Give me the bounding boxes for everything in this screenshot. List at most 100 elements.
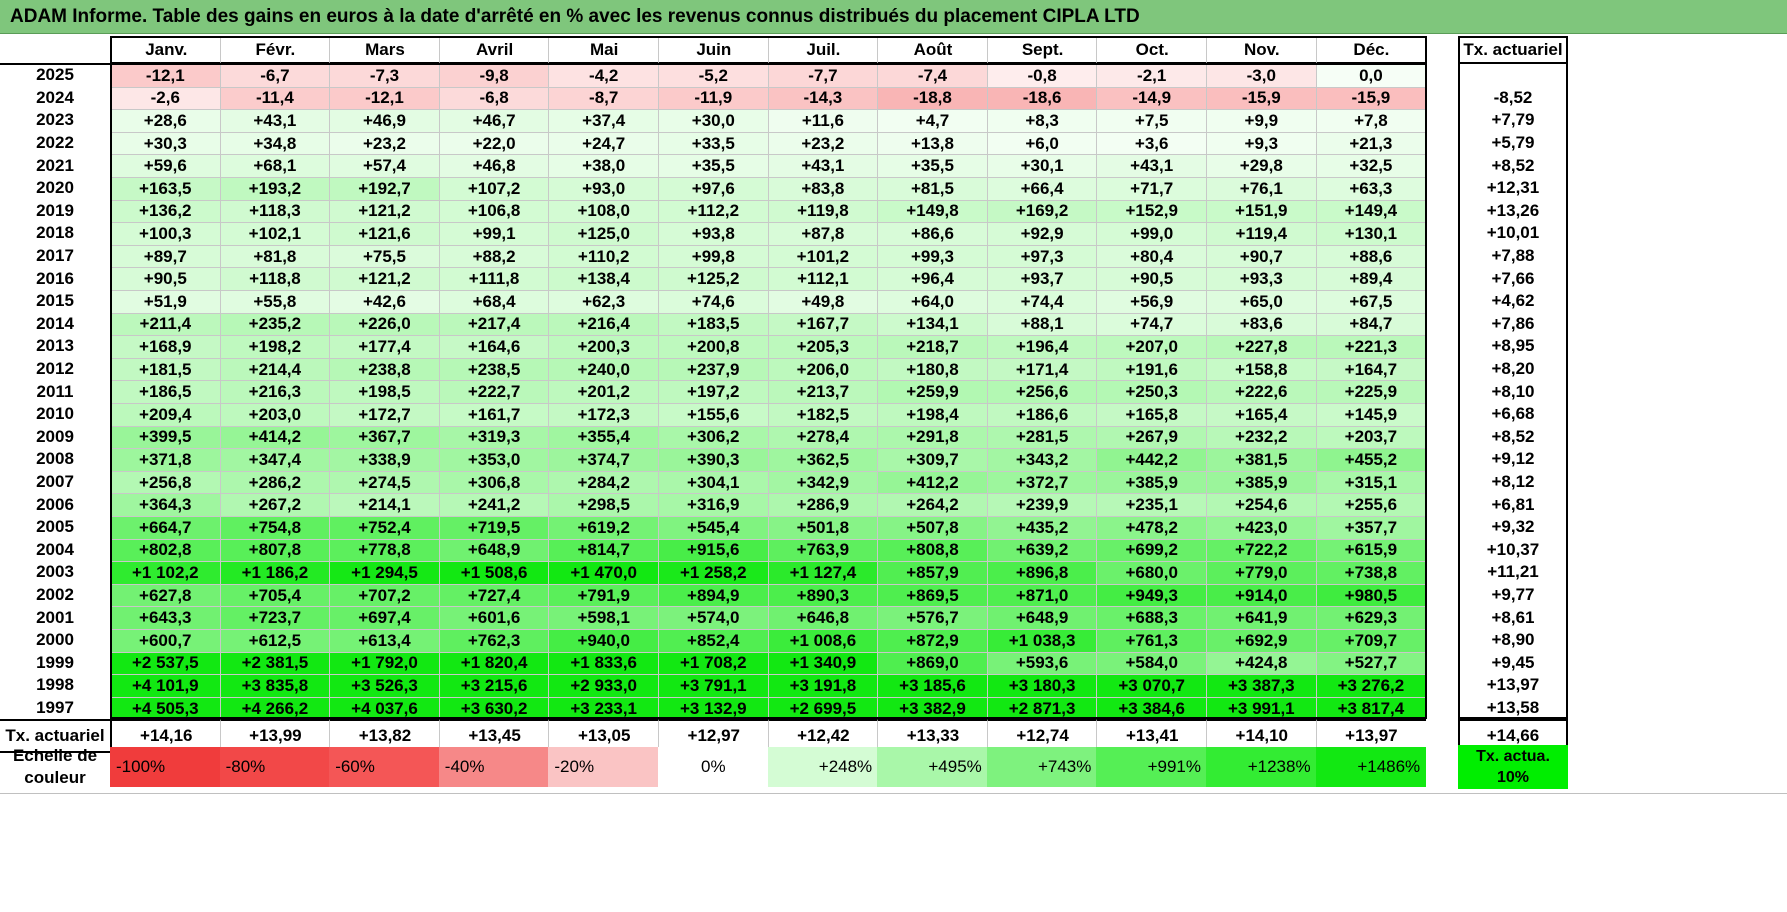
gain-cell[interactable]: +149,4 (1315, 199, 1427, 224)
gain-cell[interactable]: +619,2 (548, 516, 659, 540)
gain-cell[interactable]: +118,8 (219, 267, 331, 291)
gain-cell[interactable]: +74,6 (658, 290, 769, 314)
gain-cell[interactable]: +791,9 (548, 583, 659, 608)
gain-cell[interactable]: +203,7 (1315, 425, 1427, 450)
gain-cell[interactable]: +35,5 (658, 154, 769, 178)
gain-cell[interactable]: +63,3 (1315, 177, 1427, 201)
gain-cell[interactable]: -9,8 (438, 64, 550, 88)
gain-cell[interactable]: +342,9 (767, 470, 879, 495)
gain-cell[interactable]: +435,2 (986, 516, 1098, 540)
gain-cell[interactable]: +235,1 (1096, 493, 1207, 517)
gain-cell[interactable]: +35,5 (877, 154, 988, 178)
gain-cell[interactable]: +149,8 (877, 199, 988, 224)
gain-cell[interactable]: +97,3 (986, 244, 1098, 269)
gain-cell[interactable]: +338,9 (329, 448, 440, 472)
gain-cell[interactable]: +221,3 (1315, 335, 1427, 359)
gain-cell[interactable]: +371,8 (110, 448, 221, 472)
gain-cell[interactable]: +33,5 (658, 131, 769, 156)
gain-cell[interactable]: -11,9 (658, 86, 769, 111)
gain-cell[interactable]: +761,3 (1096, 629, 1207, 653)
gain-cell[interactable]: +254,6 (1206, 493, 1317, 517)
gain-cell[interactable]: +83,8 (767, 177, 879, 201)
gain-cell[interactable]: +216,3 (219, 380, 331, 404)
gain-cell[interactable]: +762,3 (438, 629, 550, 653)
gain-cell[interactable]: +814,7 (548, 538, 659, 563)
gain-cell[interactable]: +130,1 (1315, 222, 1427, 246)
gain-cell[interactable]: +1 294,5 (329, 561, 440, 585)
gain-cell[interactable]: +222,7 (438, 380, 550, 404)
gain-cell[interactable]: +385,9 (1206, 470, 1317, 495)
gain-cell[interactable]: +89,4 (1315, 267, 1427, 291)
gain-cell[interactable]: +29,8 (1206, 154, 1317, 178)
gain-cell[interactable]: +237,9 (658, 357, 769, 382)
gain-cell[interactable]: +165,8 (1096, 403, 1207, 427)
gain-cell[interactable]: +869,5 (877, 583, 988, 608)
gain-cell[interactable]: +46,9 (329, 109, 440, 133)
gain-cell[interactable]: +697,4 (329, 606, 440, 630)
gain-cell[interactable]: 0,0 (1315, 64, 1427, 88)
gain-cell[interactable]: -7,4 (877, 64, 988, 88)
gain-cell[interactable]: +778,8 (329, 538, 440, 563)
gain-cell[interactable]: +23,2 (767, 131, 879, 156)
gain-cell[interactable]: +478,2 (1096, 516, 1207, 540)
gain-cell[interactable]: +186,6 (986, 403, 1098, 427)
gain-cell[interactable]: +186,5 (110, 380, 221, 404)
gain-cell[interactable]: -8,7 (548, 86, 659, 111)
gain-cell[interactable]: +455,2 (1315, 448, 1427, 472)
gain-cell[interactable]: +198,2 (219, 335, 331, 359)
gain-cell[interactable]: +55,8 (219, 290, 331, 314)
gain-cell[interactable]: +372,7 (986, 470, 1098, 495)
gain-cell[interactable]: +3 630,2 (438, 696, 550, 721)
gain-cell[interactable]: +43,1 (767, 154, 879, 178)
gain-cell[interactable]: +200,8 (658, 335, 769, 359)
gain-cell[interactable]: +852,4 (658, 629, 769, 653)
gain-cell[interactable]: +93,3 (1206, 267, 1317, 291)
gain-cell[interactable]: +88,2 (438, 244, 550, 269)
gain-cell[interactable]: +46,7 (438, 109, 550, 133)
gain-cell[interactable]: +4 266,2 (219, 696, 331, 721)
gain-cell[interactable]: +198,5 (329, 380, 440, 404)
gain-cell[interactable]: +2 381,5 (219, 651, 331, 676)
gain-cell[interactable]: +155,6 (658, 403, 769, 427)
gain-cell[interactable]: +225,9 (1315, 380, 1427, 404)
gain-cell[interactable]: +598,1 (548, 606, 659, 630)
gain-cell[interactable]: +306,8 (438, 470, 550, 495)
gain-cell[interactable]: +193,2 (219, 177, 331, 201)
gain-cell[interactable]: +390,3 (658, 448, 769, 472)
gain-cell[interactable]: +11,6 (767, 109, 879, 133)
gain-cell[interactable]: +42,6 (329, 290, 440, 314)
gain-cell[interactable]: +915,6 (658, 538, 769, 563)
gain-cell[interactable]: +613,4 (329, 629, 440, 653)
gain-cell[interactable]: -2,1 (1096, 64, 1207, 88)
gain-cell[interactable]: -14,9 (1096, 86, 1207, 111)
gain-cell[interactable]: +75,5 (329, 244, 440, 269)
gain-cell[interactable]: +576,7 (877, 606, 988, 630)
gain-cell[interactable]: +286,9 (767, 493, 879, 517)
gain-cell[interactable]: +3 191,8 (767, 674, 879, 698)
gain-cell[interactable]: +8,3 (986, 109, 1098, 133)
gain-cell[interactable]: +367,7 (329, 425, 440, 450)
gain-cell[interactable]: +872,9 (877, 629, 988, 653)
gain-cell[interactable]: +284,2 (548, 470, 659, 495)
gain-cell[interactable]: +6,0 (986, 131, 1098, 156)
gain-cell[interactable]: +96,4 (877, 267, 988, 291)
gain-cell[interactable]: +1 258,2 (658, 561, 769, 585)
gain-cell[interactable]: +57,4 (329, 154, 440, 178)
gain-cell[interactable]: +914,0 (1206, 583, 1317, 608)
gain-cell[interactable]: +106,8 (438, 199, 550, 224)
gain-cell[interactable]: +171,4 (986, 357, 1098, 382)
gain-cell[interactable]: +3 387,3 (1206, 674, 1317, 698)
gain-cell[interactable]: -14,3 (767, 86, 879, 111)
gain-cell[interactable]: +167,7 (767, 312, 879, 337)
gain-cell[interactable]: +648,9 (986, 606, 1098, 630)
gain-cell[interactable]: +74,4 (986, 290, 1098, 314)
gain-cell[interactable]: -11,4 (219, 86, 331, 111)
gain-cell[interactable]: +209,4 (110, 403, 221, 427)
gain-cell[interactable]: +315,1 (1315, 470, 1427, 495)
gain-cell[interactable]: +213,7 (767, 380, 879, 404)
gain-cell[interactable]: +165,4 (1206, 403, 1317, 427)
gain-cell[interactable]: +664,7 (110, 516, 221, 540)
gain-cell[interactable]: +2 933,0 (548, 674, 659, 698)
gain-cell[interactable]: +43,1 (219, 109, 331, 133)
gain-cell[interactable]: +940,0 (548, 629, 659, 653)
